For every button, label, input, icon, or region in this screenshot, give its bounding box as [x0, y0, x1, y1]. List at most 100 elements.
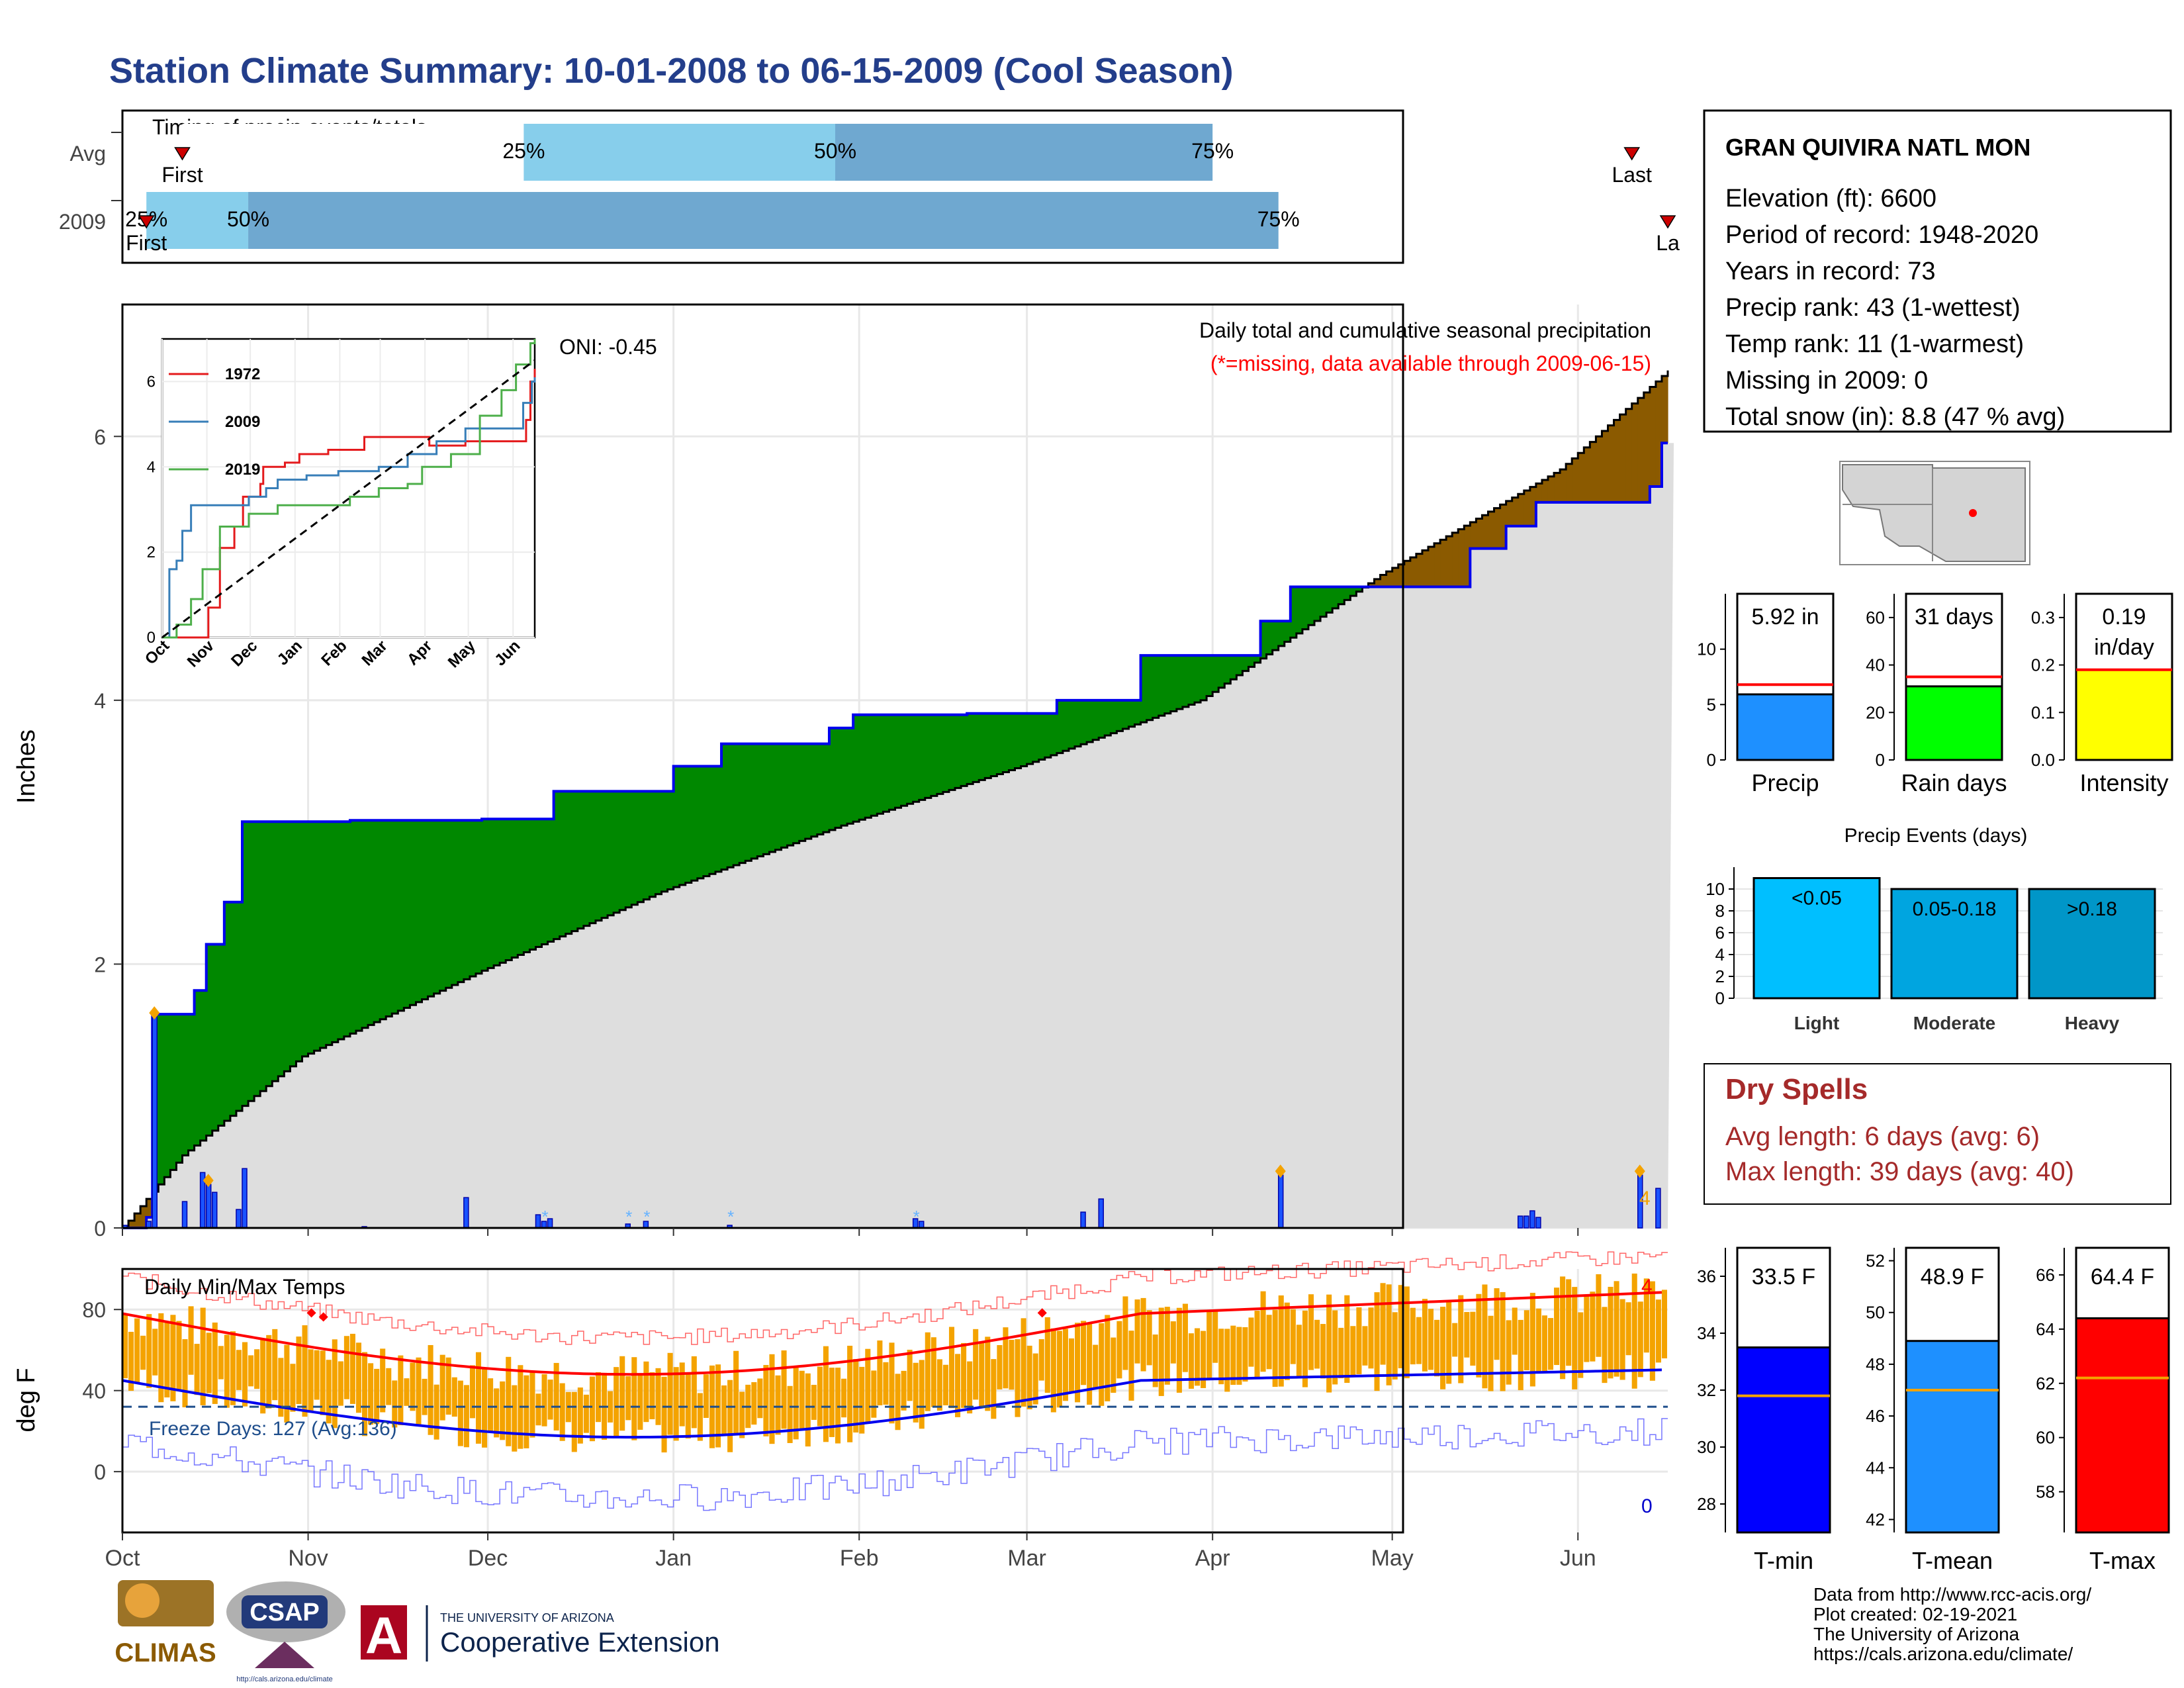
deficit-area: [1482, 515, 1489, 549]
daily-temp-range-bar: [793, 1368, 799, 1440]
surplus-area: [290, 821, 297, 1066]
daily-temp-range-bar: [164, 1321, 170, 1398]
surplus-area: [439, 820, 447, 991]
surplus-area: [973, 713, 979, 782]
oni-label: ONI: -0.45: [559, 335, 657, 359]
surplus-area: [919, 714, 926, 800]
daily-temp-range-bar: [685, 1373, 691, 1439]
first-event-marker: [174, 147, 191, 161]
surplus-area: [679, 766, 686, 885]
surplus-area: [1003, 713, 1010, 773]
daily-temp-range-bar: [1212, 1309, 1218, 1363]
below-average-area: [122, 443, 1674, 1228]
surplus-area: [1290, 586, 1297, 638]
surplus-area: [1332, 586, 1339, 609]
daily-temp-range-bar: [1272, 1309, 1278, 1387]
last-event-label: La: [1656, 231, 1680, 255]
daily-temp-range-bar: [1176, 1307, 1182, 1393]
deficit-area: [1572, 458, 1578, 502]
dry-spells-box: Dry Spells Avg length: 6 days (avg: 6) M…: [1704, 1063, 2171, 1205]
daily-temp-range-bar: [763, 1365, 769, 1436]
surplus-area: [278, 821, 285, 1076]
temp-frame: [121, 1268, 1404, 1534]
surplus-area: [1195, 655, 1201, 703]
daily-temp-range-bar: [529, 1372, 535, 1438]
daily-temp-range-bar: [374, 1368, 380, 1425]
events-bar-range: <0.05: [1792, 888, 1842, 910]
surplus-area: [811, 743, 818, 837]
surplus-area: [428, 820, 435, 997]
first-event-label: First: [126, 231, 167, 255]
surplus-area: [661, 791, 668, 892]
surplus-area: [529, 819, 537, 950]
precip-panel: * * * * * 0 2 4 6 Inches ONI: -0.45 Daily total…: [13, 303, 1674, 1241]
daily-temp-range-bar: [206, 1333, 212, 1393]
deficit-area: [1518, 494, 1525, 526]
surplus-area: [733, 743, 740, 865]
daily-temp-range-bar: [829, 1368, 835, 1437]
surplus-area: [422, 820, 429, 1000]
deficit-area: [1655, 381, 1662, 487]
inset-legend-label: 1972: [225, 365, 260, 383]
deficit-area: [1488, 511, 1495, 549]
daily-temp-range-bar: [422, 1378, 428, 1415]
surplus-area: [1224, 655, 1231, 684]
surplus-area: [769, 743, 776, 853]
snow-marker: *: [625, 1207, 632, 1227]
month-label: Mar: [1007, 1546, 1046, 1571]
inset-ytick: 2: [147, 543, 156, 561]
daily-temp-range-bar: [1596, 1274, 1602, 1357]
surplus-area: [823, 743, 830, 833]
inset-average-line: [161, 359, 535, 639]
daily-temp-range-bar: [739, 1391, 745, 1438]
inset-legend-label: 2009: [225, 413, 260, 431]
ua-a-letter: A: [365, 1606, 402, 1664]
summary-label: Precip: [1751, 769, 1819, 796]
surplus-area: [942, 714, 950, 792]
daily-temp-range-bar: [1452, 1323, 1458, 1357]
daily-precip-bar: [1535, 1217, 1541, 1229]
surplus-area: [907, 714, 914, 804]
deficit-area: [1602, 430, 1609, 502]
daily-temp-range-bar: [1158, 1307, 1164, 1396]
surplus-area: [1134, 700, 1142, 725]
daily-temp-range-bar: [817, 1366, 823, 1427]
surplus-area: [320, 821, 327, 1048]
daily-temp-range-bar: [787, 1385, 793, 1443]
daily-temp-range-bar: [284, 1344, 290, 1423]
surplus-area: [709, 766, 716, 874]
daily-temp-range-bar: [637, 1374, 643, 1430]
station-info-line: Missing in 2009: 0: [1725, 367, 1928, 395]
surplus-area: [1105, 700, 1111, 735]
daily-temp-range-bar: [1015, 1339, 1021, 1417]
daily-temp-range-bar: [769, 1354, 775, 1444]
daily-temp-range-bar: [1554, 1288, 1560, 1366]
daily-temp-range-bar: [1201, 1331, 1206, 1388]
daily-temp-range-bar: [535, 1393, 541, 1426]
daily-temp-range-bar: [410, 1362, 416, 1411]
daily-temp-range-bar: [140, 1335, 146, 1370]
deficit-area: [1506, 500, 1513, 526]
surplus-area: [1356, 586, 1363, 592]
station-info-line: Total snow (in): 8.8 (47 % avg): [1725, 403, 2065, 431]
daily-temp-range-bar: [1050, 1328, 1056, 1413]
deficit-area: [1458, 529, 1465, 587]
summary-tick-label: 0.2: [2031, 655, 2055, 675]
timing-bar-50-75: [835, 124, 1213, 181]
surplus-area: [889, 714, 896, 810]
heavy-event-marker: [1275, 1164, 1286, 1178]
daily-temp-range-bar: [1116, 1321, 1122, 1379]
surplus-area: [1056, 700, 1064, 753]
temp-summary-tick-label: 34: [1697, 1323, 1716, 1343]
daily-temp-range-bar: [469, 1365, 475, 1419]
surplus-area: [1302, 586, 1309, 630]
surplus-area: [1152, 655, 1160, 718]
daily-temp-range-bar: [859, 1366, 865, 1434]
daily-temp-range-bar: [1302, 1310, 1308, 1387]
events-tick-label: 0: [1715, 988, 1725, 1008]
surplus-area: [1320, 586, 1327, 617]
deficit-area: [1608, 425, 1615, 502]
surplus-area: [1068, 700, 1075, 749]
surplus-area: [170, 1014, 177, 1170]
deficit-area: [1374, 579, 1381, 587]
